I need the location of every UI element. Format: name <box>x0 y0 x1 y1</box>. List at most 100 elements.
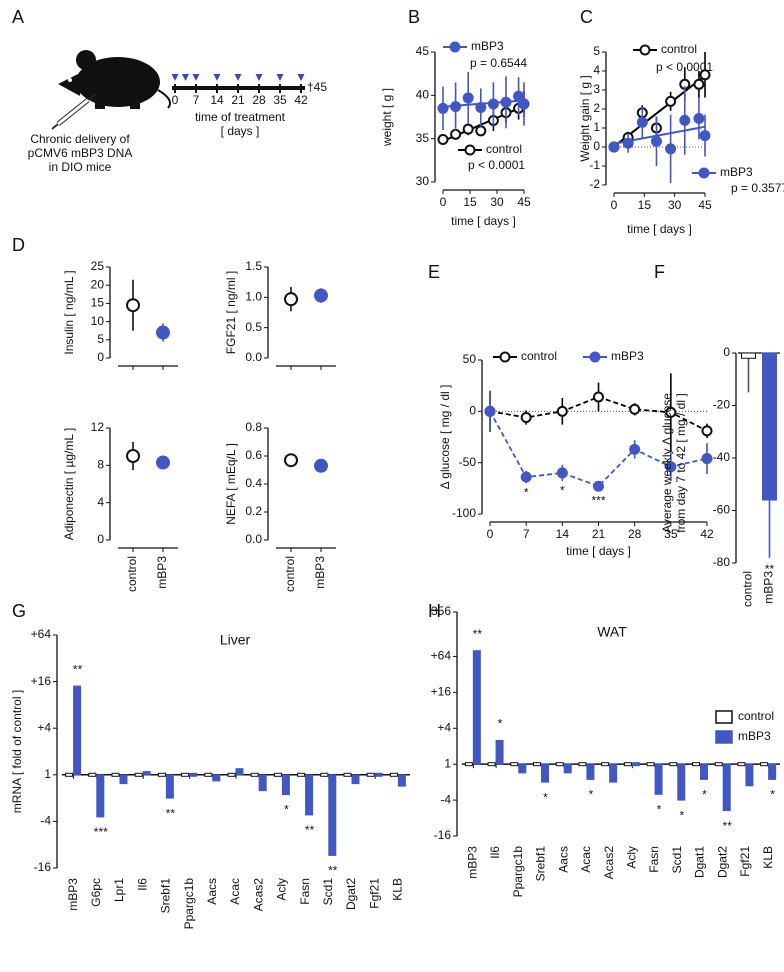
x-tick-label: 7 <box>523 527 530 541</box>
significance: * <box>657 802 662 816</box>
bar <box>563 763 572 774</box>
x-tick-label: mBP3 <box>155 556 169 589</box>
p-value: p = 0.6544 <box>470 56 527 70</box>
y-tick-label: 0 <box>593 139 600 153</box>
timeline-label: 7 <box>193 93 200 107</box>
data-point <box>520 471 532 483</box>
data-point <box>437 102 449 114</box>
data-point <box>693 113 705 124</box>
y-tick-label: 0 <box>723 345 730 359</box>
bar <box>328 774 337 856</box>
data-point <box>593 480 604 492</box>
significance: ** <box>765 562 775 576</box>
x-tick-label: Acly <box>625 846 639 869</box>
x-tick-label: Aacs <box>556 846 570 873</box>
bar <box>212 774 221 782</box>
significance: * <box>543 790 548 804</box>
data-point <box>665 406 677 418</box>
bar <box>65 772 74 777</box>
data-point <box>450 101 462 113</box>
timeline-label: 35 <box>273 93 287 107</box>
significance: * <box>589 788 594 802</box>
y-axis-label: Average weekly Δ glucose <box>660 393 674 533</box>
data-point <box>701 453 713 465</box>
timeline-axis-label: time of treatment <box>195 110 286 124</box>
x-tick-label: Dgat2 <box>344 878 358 910</box>
y-tick-label: 1 <box>44 767 51 781</box>
data-point <box>556 405 568 417</box>
x-tick-label: Fgf21 <box>738 846 752 877</box>
chart-title: WAT <box>597 624 627 640</box>
data-point <box>156 325 170 340</box>
bar <box>320 772 329 777</box>
x-tick-label: 0 <box>440 195 447 209</box>
legend-label: mBP3 <box>611 349 644 363</box>
x-tick-label: Ppargc1b <box>511 846 525 898</box>
data-point <box>156 455 170 470</box>
y-axis-label: mRNA [ fold of control ] <box>10 690 24 813</box>
y-tick-label: 0 <box>97 350 104 364</box>
y-tick-label: -50 <box>459 455 477 469</box>
data-point <box>475 125 487 137</box>
timeline-label: 14 <box>210 93 224 107</box>
data-point <box>462 92 474 104</box>
x-axis-label: time [ days ] <box>566 544 631 558</box>
x-tick-label: mBP3 <box>313 556 327 589</box>
data-point <box>314 458 328 473</box>
x-tick-label: Srebf1 <box>534 846 548 882</box>
y-tick-label: 30 <box>416 174 430 188</box>
x-tick-label: Ppargc1b <box>182 878 196 930</box>
data-point <box>665 143 677 155</box>
bar <box>623 762 632 767</box>
y-tick-label: 15 <box>91 296 105 310</box>
significance: * <box>524 485 529 499</box>
bar <box>73 685 82 776</box>
bar <box>487 762 496 767</box>
data-point <box>487 98 499 110</box>
bar <box>700 763 708 780</box>
y-tick-label: -16 <box>434 828 452 842</box>
bar <box>181 772 190 777</box>
x-tick-label: Dgat2 <box>715 846 729 878</box>
y-tick-label: 12 <box>91 420 105 434</box>
data-point <box>629 443 641 455</box>
bar <box>134 772 143 777</box>
y-tick-label: 1.5 <box>245 259 262 273</box>
bar <box>343 772 352 777</box>
bar <box>119 774 128 785</box>
significance: ** <box>328 864 338 878</box>
injection-marker <box>171 74 179 81</box>
data-point <box>556 467 568 479</box>
data-point <box>126 449 140 463</box>
bar <box>189 772 198 777</box>
legend-label: mBP3 <box>471 39 504 53</box>
data-point <box>698 167 710 179</box>
x-tick-label: Lpr1 <box>112 878 126 902</box>
y-tick-label: 4 <box>593 63 600 77</box>
y-tick-label: +4 <box>437 720 451 734</box>
x-tick-label: Acly <box>275 878 289 901</box>
data-point <box>665 461 677 473</box>
y-axis-label: NEFA [ mEq/L ] <box>224 443 238 525</box>
bar <box>586 763 595 780</box>
bar <box>745 763 754 787</box>
p-value: p = 0.3577 <box>731 181 784 195</box>
x-tick-label: control <box>283 556 297 592</box>
x-tick-label: 15 <box>638 198 652 212</box>
data-point <box>475 101 487 113</box>
injection-marker <box>297 74 305 81</box>
bar <box>250 772 259 777</box>
bar <box>555 762 564 767</box>
bar <box>601 762 610 767</box>
injection-marker <box>192 74 200 81</box>
bar <box>464 762 473 767</box>
x-tick-label: 35 <box>664 527 678 541</box>
y-tick-label: 45 <box>416 44 430 58</box>
bar <box>722 763 731 812</box>
x-tick-label: Acas2 <box>251 878 265 912</box>
data-point <box>650 135 662 147</box>
legend-swatch <box>715 730 733 744</box>
x-tick-label: KLB <box>761 846 775 869</box>
bar <box>762 352 777 501</box>
